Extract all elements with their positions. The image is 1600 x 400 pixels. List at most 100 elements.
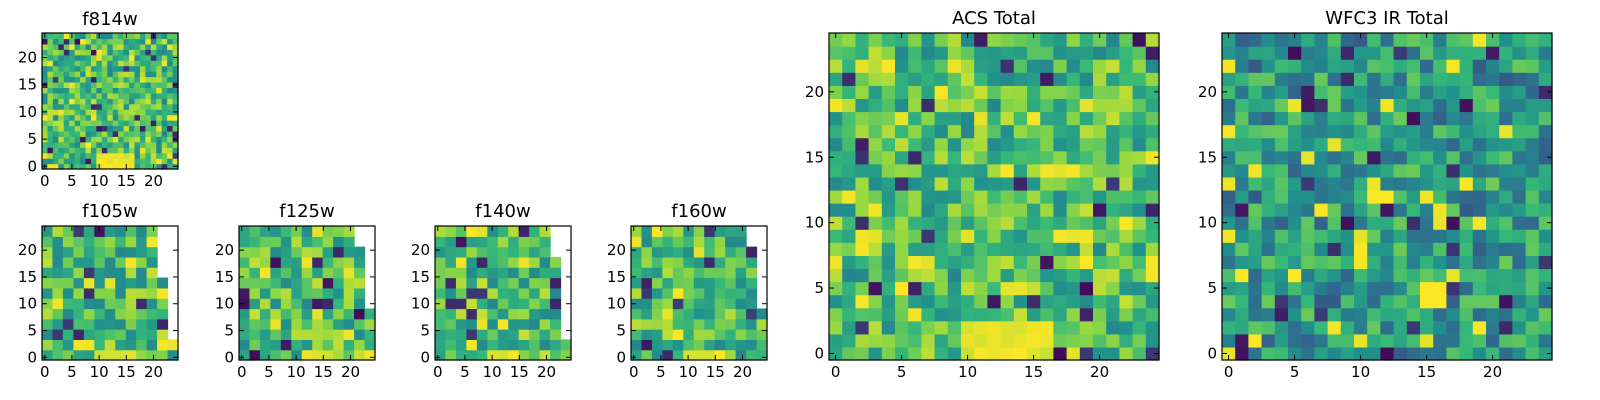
heatmap-cell [354, 339, 366, 351]
heatmap-cell [1106, 294, 1120, 309]
heatmap-cell [58, 158, 65, 165]
heatmap-cell [868, 242, 883, 256]
heatmap-cell [1040, 189, 1054, 204]
heatmap-cell [172, 71, 179, 78]
heatmap-cell [1512, 189, 1527, 204]
heatmap-cell [476, 349, 488, 361]
heatmap-cell [735, 246, 747, 258]
heatmap-cell [47, 130, 54, 137]
heatmap-cell [63, 38, 70, 45]
heatmap-cell [829, 242, 843, 256]
heatmap-cell [1420, 346, 1434, 361]
heatmap-cell [123, 71, 130, 78]
heatmap-cell [139, 76, 146, 83]
heatmap-cell [83, 277, 95, 289]
heatmap-cell [83, 226, 95, 237]
heatmap-cell [301, 308, 313, 320]
heatmap-cell [1066, 72, 1081, 86]
heatmap-cell [115, 339, 127, 351]
heatmap-cell [249, 339, 261, 351]
heatmap-cell [1248, 85, 1263, 99]
heatmap-cell [921, 72, 936, 86]
heatmap-cell [1420, 150, 1434, 165]
heatmap-cell [714, 298, 726, 310]
heatmap-cell [1354, 281, 1368, 296]
heatmap-cell [123, 81, 130, 88]
heatmap-cell [157, 339, 169, 351]
y-tick-label: 0 [1207, 344, 1217, 362]
heatmap-cell [167, 92, 174, 99]
heatmap-cell [895, 346, 909, 361]
heatmap-cell [1393, 255, 1408, 270]
heatmap-cell [1000, 307, 1015, 322]
heatmap-cell [90, 147, 97, 154]
heatmap-cell [934, 124, 949, 139]
heatmap-cell [1446, 333, 1461, 348]
heatmap-cell [1248, 333, 1263, 348]
heatmap-cell [1106, 242, 1120, 256]
heatmap-cell [1027, 137, 1041, 152]
heatmap-cell [1119, 307, 1134, 322]
heatmap-cell [855, 72, 870, 86]
heatmap-cell [1000, 33, 1015, 47]
heatmap-cell [631, 256, 643, 268]
heatmap-cell [947, 307, 962, 322]
heatmap-cell [735, 226, 747, 237]
heatmap-cell [69, 98, 76, 105]
heatmap-cell [1274, 72, 1289, 86]
heatmap-cell [1472, 150, 1487, 165]
heatmap-cell [107, 147, 114, 154]
heatmap-cell [94, 256, 106, 268]
heatmap-cell [343, 267, 355, 279]
heatmap-cell [69, 54, 76, 61]
heatmap-cell [146, 329, 158, 340]
heatmap-cell [1367, 124, 1381, 139]
heatmap-cell [167, 125, 174, 132]
heatmap-cell [1525, 163, 1540, 178]
heatmap-cell [1106, 124, 1120, 139]
heatmap-cell [1119, 150, 1134, 165]
heatmap-cell [312, 339, 324, 351]
heatmap-cell [1499, 85, 1513, 99]
heatmap-cell [73, 267, 85, 279]
heatmap-cell [96, 147, 103, 154]
heatmap-cell [1235, 294, 1249, 309]
x-tick-label: 15 [1417, 363, 1436, 381]
heatmap-cell [455, 267, 467, 279]
heatmap-cell [1525, 333, 1540, 348]
heatmap-cell [1499, 98, 1513, 113]
heatmap-cell [58, 120, 65, 127]
heatmap-cell [1301, 33, 1315, 47]
heatmap-cell [101, 152, 108, 159]
heatmap-cell [1301, 320, 1315, 335]
heatmap-cell [435, 256, 447, 268]
heatmap-cell [42, 308, 54, 320]
heatmap-cell [123, 87, 130, 94]
heatmap-cell [693, 277, 705, 289]
heatmap-cell [150, 109, 157, 116]
y-tick-label: 20 [607, 241, 626, 259]
heatmap-cell [961, 255, 975, 270]
heatmap-cell [1459, 268, 1474, 283]
heatmap-cell [1013, 307, 1028, 322]
heatmap-cell [1380, 33, 1395, 47]
heatmap-cell [364, 339, 376, 351]
heatmap-cell [118, 60, 125, 67]
heatmap-cell [725, 226, 737, 237]
heatmap-cell [868, 98, 883, 113]
heatmap-cell [1027, 33, 1041, 47]
heatmap-cell [829, 124, 843, 139]
heatmap-cell [735, 298, 747, 310]
heatmap-cell [1512, 33, 1527, 47]
y-tick-label: 10 [18, 103, 37, 121]
heatmap-cell [1314, 346, 1329, 361]
heatmap-cell [150, 125, 157, 132]
heatmap-cell [90, 76, 97, 83]
heatmap-cell [1406, 189, 1421, 204]
heatmap-cell [1053, 320, 1068, 335]
heatmap-cell [1380, 59, 1395, 73]
heatmap-cell [1040, 137, 1054, 152]
heatmap-cell [518, 246, 530, 258]
heatmap-cell [947, 268, 962, 283]
heatmap-cell [1132, 137, 1147, 152]
